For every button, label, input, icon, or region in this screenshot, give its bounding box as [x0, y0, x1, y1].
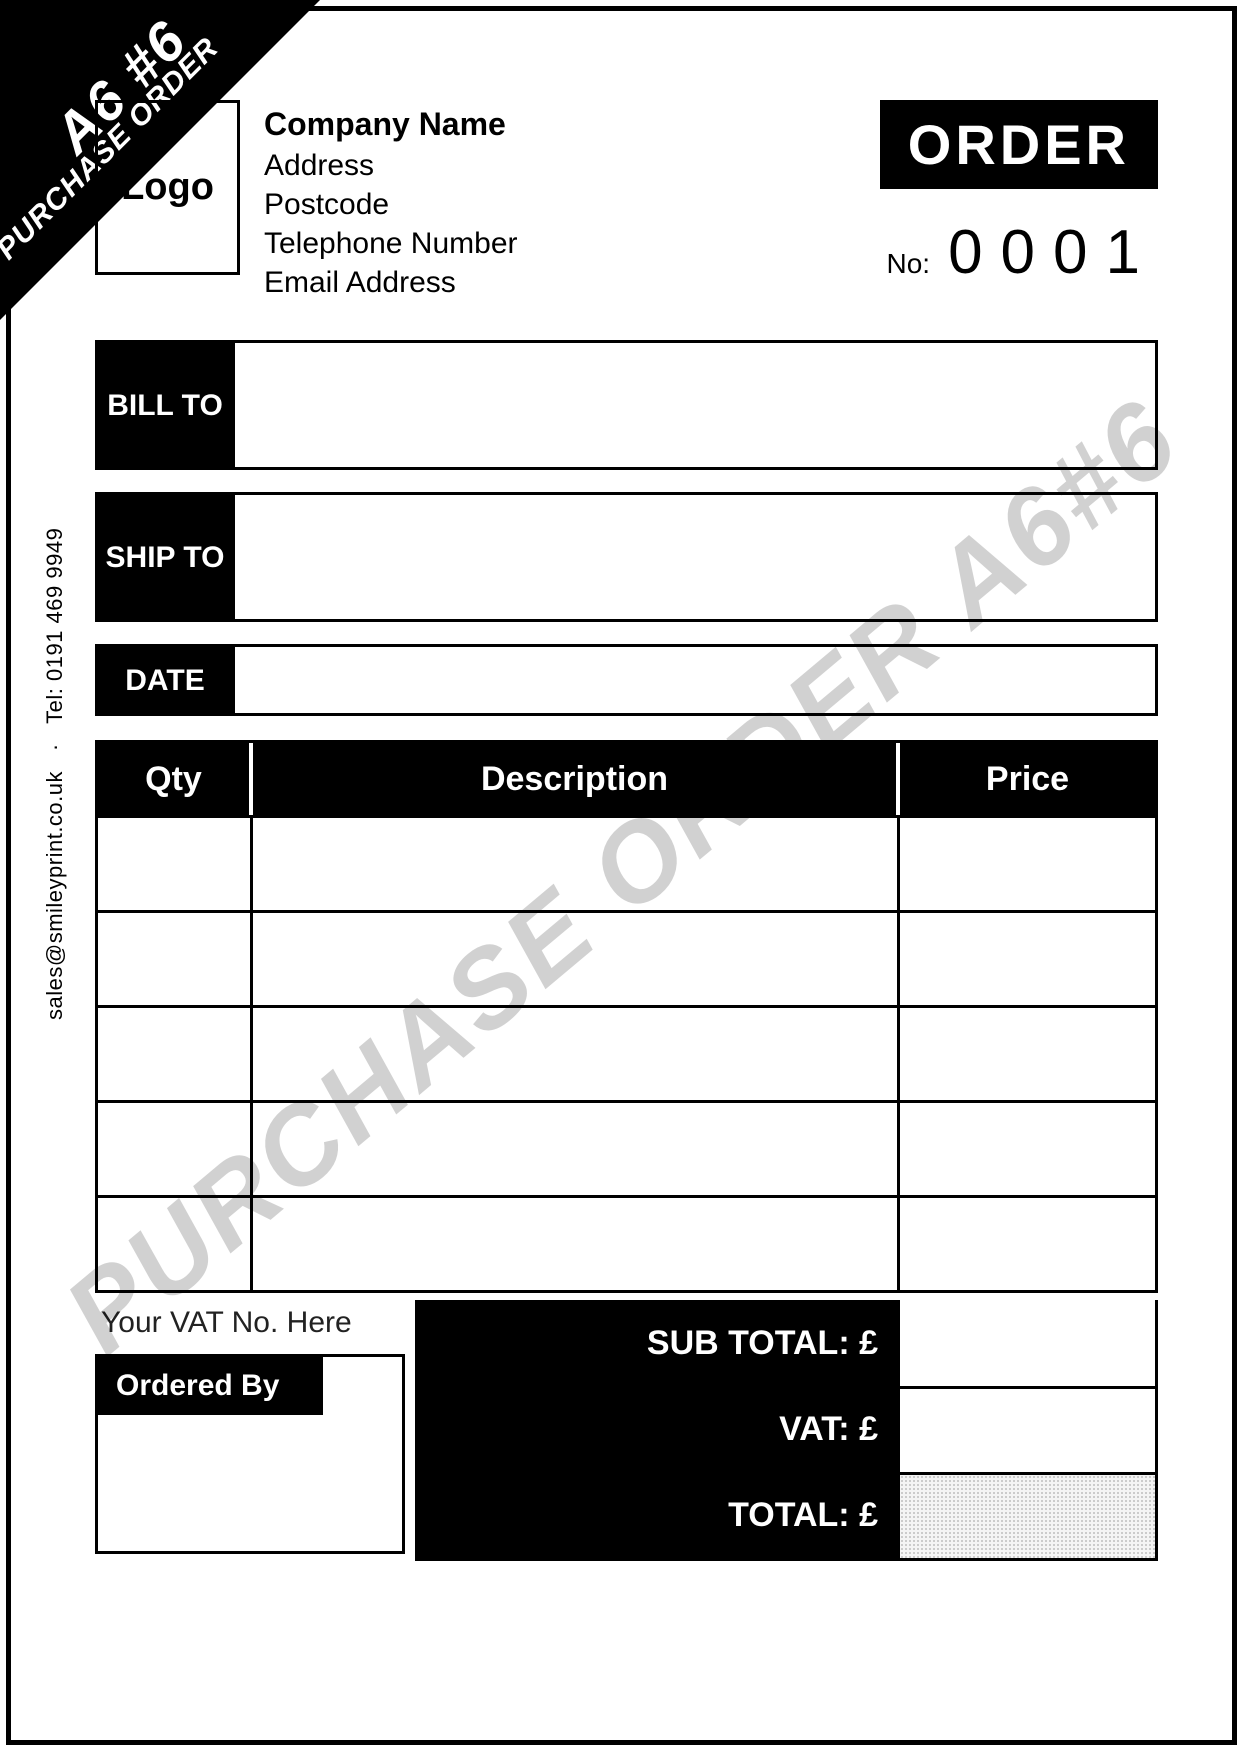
cell-price[interactable]: [900, 910, 1155, 1005]
company-email: Email Address: [264, 263, 774, 302]
date-label: DATE: [95, 644, 235, 716]
date-row: DATE: [95, 644, 1158, 716]
ordered-by-label: Ordered By: [98, 1357, 323, 1415]
order-title-box: ORDER: [880, 100, 1158, 189]
vat-label: VAT: £: [415, 1386, 900, 1472]
table-row: [98, 1195, 1155, 1290]
table-row: [98, 1100, 1155, 1195]
cell-qty[interactable]: [98, 1195, 253, 1290]
ship-to-box[interactable]: [235, 492, 1158, 622]
printer-contact: sales@smileyprint.co.uk · Tel: 0191 469 …: [42, 528, 68, 1020]
col-header-description: Description: [253, 743, 900, 815]
total-value[interactable]: [900, 1472, 1155, 1558]
table-row: [98, 815, 1155, 910]
totals-block: SUB TOTAL: £ VAT: £ TOTAL: £: [415, 1300, 1158, 1561]
cell-qty[interactable]: [98, 910, 253, 1005]
company-postcode: Postcode: [264, 185, 774, 224]
cell-price[interactable]: [900, 1005, 1155, 1100]
cell-desc[interactable]: [253, 1195, 900, 1290]
col-header-qty: Qty: [98, 743, 253, 815]
items-table: Qty Description Price: [95, 740, 1158, 1293]
logo-label: Logo: [121, 166, 214, 209]
vat-value[interactable]: [900, 1386, 1155, 1472]
company-info: Company Name Address Postcode Telephone …: [264, 100, 774, 302]
ship-to-row: SHIP TO: [95, 492, 1158, 622]
cell-price[interactable]: [900, 815, 1155, 910]
cell-desc[interactable]: [253, 910, 900, 1005]
date-box[interactable]: [235, 644, 1158, 716]
printer-email: sales@smileyprint.co.uk: [42, 771, 67, 1020]
order-block: ORDER No: 0001: [798, 100, 1158, 288]
company-telephone: Telephone Number: [264, 224, 774, 263]
table-row: [98, 910, 1155, 1005]
subtotal-label: SUB TOTAL: £: [415, 1300, 900, 1386]
cell-qty[interactable]: [98, 1005, 253, 1100]
cell-qty[interactable]: [98, 1100, 253, 1195]
cell-desc[interactable]: [253, 1005, 900, 1100]
items-table-head: Qty Description Price: [98, 743, 1155, 815]
logo-placeholder: Logo: [95, 100, 240, 275]
header: Logo Company Name Address Postcode Telep…: [95, 100, 1158, 302]
cell-qty[interactable]: [98, 815, 253, 910]
bill-to-box[interactable]: [235, 340, 1158, 470]
bill-to-label: BILL TO: [95, 340, 235, 470]
table-row: [98, 1005, 1155, 1100]
cell-desc[interactable]: [253, 815, 900, 910]
vat-number-text: Your VAT No. Here: [101, 1306, 352, 1340]
cell-desc[interactable]: [253, 1100, 900, 1195]
order-number-label: No:: [886, 248, 930, 280]
bottom-area: Your VAT No. Here Ordered By SUB TOTAL: …: [95, 1300, 1158, 1610]
bill-to-row: BILL TO: [95, 340, 1158, 470]
items-table-body: [98, 815, 1155, 1290]
company-name: Company Name: [264, 104, 774, 146]
col-header-price: Price: [900, 743, 1155, 815]
separator-dot: ·: [42, 743, 67, 751]
company-address: Address: [264, 146, 774, 185]
ordered-by-box[interactable]: Ordered By: [95, 1354, 405, 1554]
cell-price[interactable]: [900, 1195, 1155, 1290]
cell-price[interactable]: [900, 1100, 1155, 1195]
ship-to-label: SHIP TO: [95, 492, 235, 622]
totals-values: [900, 1300, 1158, 1561]
total-label: TOTAL: £: [415, 1472, 900, 1558]
order-number-value: 0001: [948, 217, 1158, 288]
printer-phone: Tel: 0191 469 9949: [42, 528, 67, 724]
address-fields: BILL TO SHIP TO DATE: [95, 340, 1158, 738]
totals-labels: SUB TOTAL: £ VAT: £ TOTAL: £: [415, 1300, 900, 1561]
subtotal-value[interactable]: [900, 1300, 1155, 1386]
order-number-row: No: 0001: [798, 217, 1158, 288]
